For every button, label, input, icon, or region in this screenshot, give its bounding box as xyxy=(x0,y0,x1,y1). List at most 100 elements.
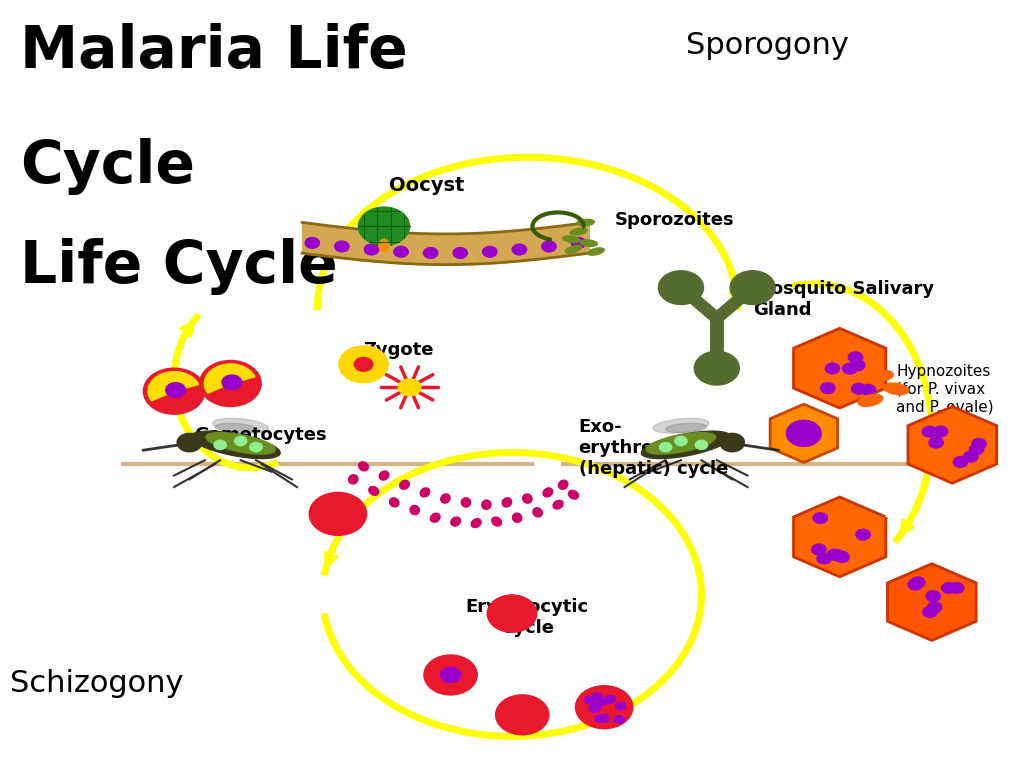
Circle shape xyxy=(827,549,842,560)
Circle shape xyxy=(614,716,625,723)
Circle shape xyxy=(910,577,925,588)
Text: Gametocytes: Gametocytes xyxy=(195,426,328,443)
Ellipse shape xyxy=(379,471,389,480)
Ellipse shape xyxy=(581,240,597,246)
Circle shape xyxy=(831,550,846,561)
Text: Sporogony: Sporogony xyxy=(686,31,849,60)
Circle shape xyxy=(487,595,537,632)
Ellipse shape xyxy=(358,462,369,471)
Text: Hypnozoites
(for P. vivax
and P. ovale): Hypnozoites (for P. vivax and P. ovale) xyxy=(896,364,993,414)
Circle shape xyxy=(424,248,438,258)
Circle shape xyxy=(398,379,421,396)
Text: Cycle: Cycle xyxy=(20,138,196,195)
Circle shape xyxy=(482,246,497,257)
Circle shape xyxy=(512,244,526,255)
Circle shape xyxy=(250,443,262,452)
Ellipse shape xyxy=(666,423,707,433)
Ellipse shape xyxy=(410,505,420,515)
Ellipse shape xyxy=(641,431,731,459)
Circle shape xyxy=(923,426,937,437)
Circle shape xyxy=(440,667,461,683)
Polygon shape xyxy=(908,407,996,483)
Circle shape xyxy=(597,697,607,705)
Circle shape xyxy=(820,383,835,393)
Circle shape xyxy=(817,553,831,564)
Circle shape xyxy=(861,384,876,395)
Circle shape xyxy=(599,715,609,723)
Circle shape xyxy=(908,579,923,590)
Ellipse shape xyxy=(215,423,256,433)
Circle shape xyxy=(926,591,940,601)
Circle shape xyxy=(339,346,388,383)
Text: Schizogony: Schizogony xyxy=(10,669,183,698)
Circle shape xyxy=(694,351,739,385)
Circle shape xyxy=(658,271,703,304)
Circle shape xyxy=(143,368,205,414)
Circle shape xyxy=(605,696,615,703)
Polygon shape xyxy=(794,497,886,577)
Circle shape xyxy=(843,364,857,374)
Text: Malaria Life: Malaria Life xyxy=(20,23,409,80)
Text: Oocyst: Oocyst xyxy=(389,176,465,196)
Circle shape xyxy=(365,244,379,255)
Circle shape xyxy=(571,238,586,249)
Circle shape xyxy=(358,207,410,245)
Circle shape xyxy=(964,451,978,462)
Wedge shape xyxy=(148,372,199,401)
Ellipse shape xyxy=(481,500,492,509)
Circle shape xyxy=(453,248,467,258)
Circle shape xyxy=(200,360,261,407)
Circle shape xyxy=(812,544,826,555)
Circle shape xyxy=(949,582,964,593)
Ellipse shape xyxy=(558,480,568,489)
Circle shape xyxy=(825,363,840,374)
Ellipse shape xyxy=(492,517,502,526)
Circle shape xyxy=(813,512,827,523)
Ellipse shape xyxy=(646,433,716,454)
Ellipse shape xyxy=(588,248,604,255)
Circle shape xyxy=(929,437,943,448)
Circle shape xyxy=(972,439,986,449)
Ellipse shape xyxy=(563,236,580,242)
Circle shape xyxy=(730,271,775,304)
Ellipse shape xyxy=(868,370,893,381)
Ellipse shape xyxy=(399,480,410,489)
Circle shape xyxy=(970,444,984,455)
Circle shape xyxy=(177,433,202,452)
Ellipse shape xyxy=(568,490,579,499)
Circle shape xyxy=(222,375,242,390)
Circle shape xyxy=(851,360,865,370)
Circle shape xyxy=(589,705,599,713)
Circle shape xyxy=(928,602,942,613)
Circle shape xyxy=(856,529,870,540)
Ellipse shape xyxy=(471,518,481,528)
Circle shape xyxy=(835,551,849,562)
Polygon shape xyxy=(770,404,838,463)
Text: Sporozoites: Sporozoites xyxy=(614,211,734,229)
Text: Exo-
erythrocytic
(hepatic) cycle: Exo- erythrocytic (hepatic) cycle xyxy=(579,418,728,478)
Circle shape xyxy=(591,703,601,711)
Ellipse shape xyxy=(653,418,709,433)
Ellipse shape xyxy=(578,219,594,225)
Circle shape xyxy=(852,384,866,394)
Ellipse shape xyxy=(522,494,532,503)
Circle shape xyxy=(720,433,744,452)
Text: Life Cycle: Life Cycle xyxy=(20,238,338,295)
Circle shape xyxy=(394,246,409,257)
Ellipse shape xyxy=(884,384,908,394)
Ellipse shape xyxy=(502,498,512,507)
Circle shape xyxy=(542,241,556,252)
Circle shape xyxy=(592,693,602,700)
Ellipse shape xyxy=(348,475,358,484)
Ellipse shape xyxy=(543,488,553,497)
Ellipse shape xyxy=(379,239,389,252)
Circle shape xyxy=(575,686,633,729)
Ellipse shape xyxy=(451,517,461,526)
Ellipse shape xyxy=(553,500,563,509)
Ellipse shape xyxy=(858,394,883,407)
Circle shape xyxy=(305,238,319,249)
Ellipse shape xyxy=(532,508,543,517)
Circle shape xyxy=(585,696,595,703)
Circle shape xyxy=(675,436,687,446)
Ellipse shape xyxy=(213,418,268,433)
